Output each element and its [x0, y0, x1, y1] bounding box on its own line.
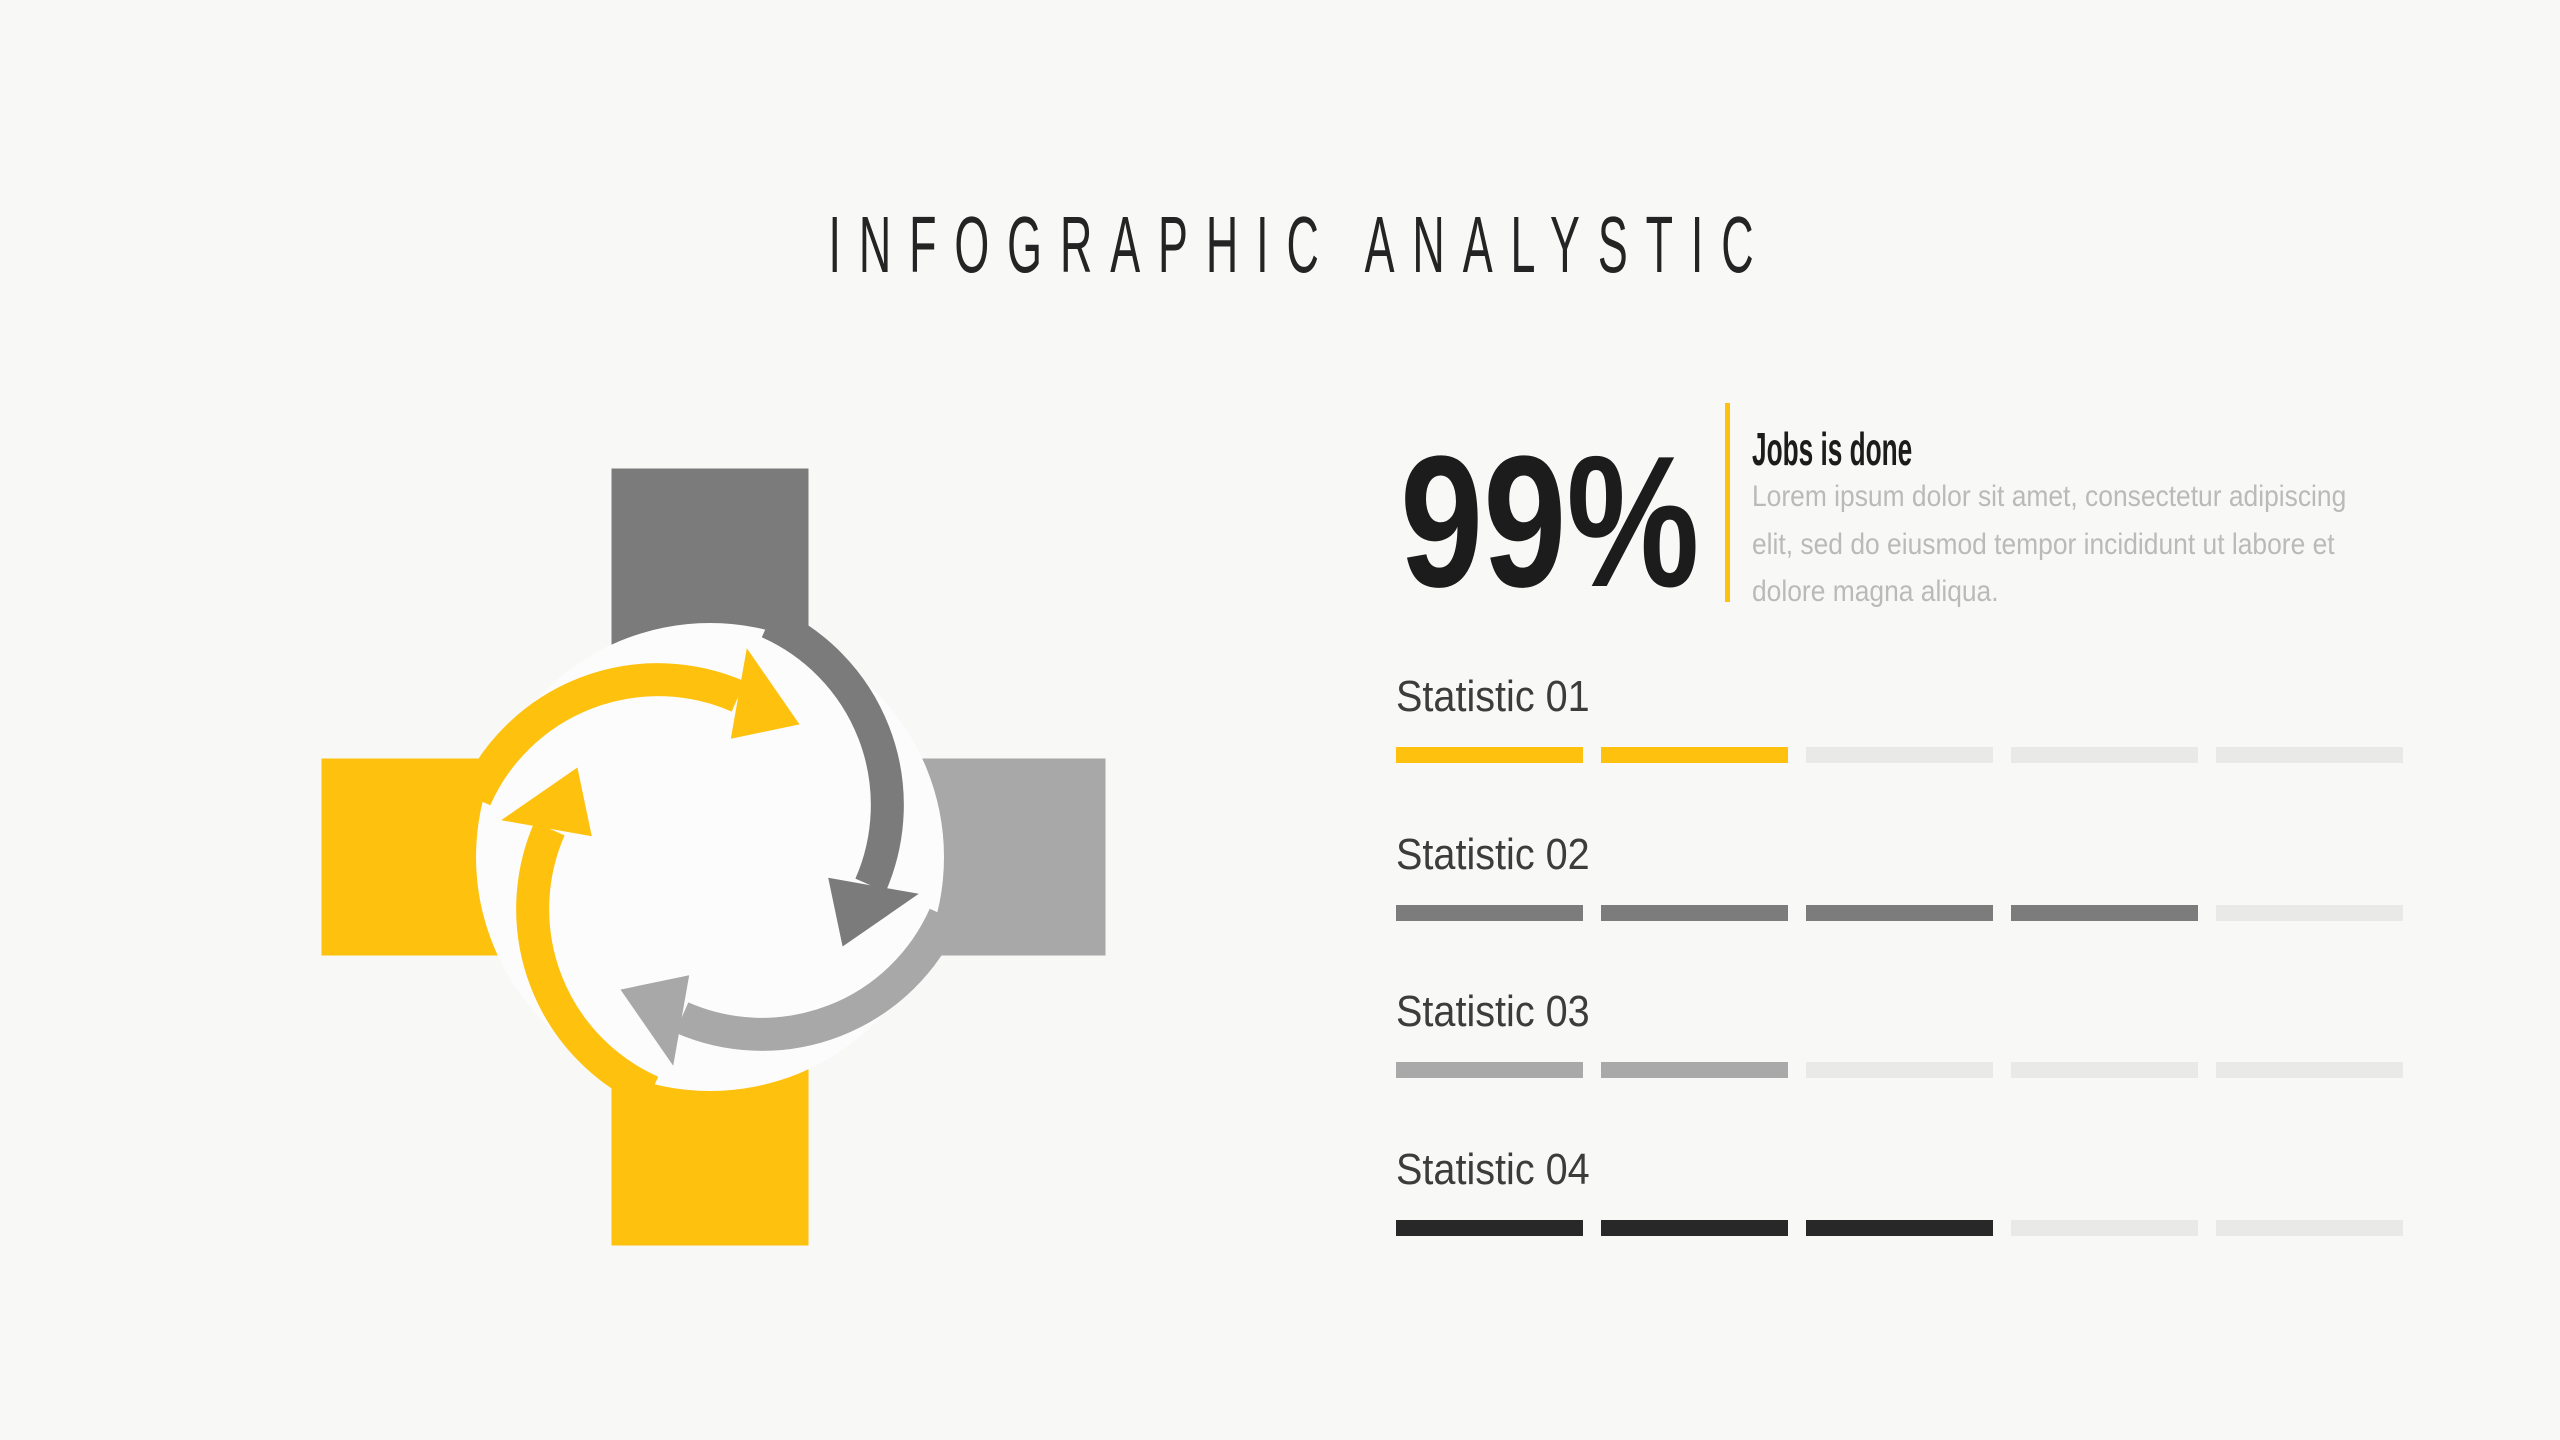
- stat-bar: [1396, 747, 2403, 763]
- stat-row: Statistic 01: [1396, 675, 2403, 805]
- stat-bar-segment: [2216, 1062, 2403, 1078]
- stat-bar-segment: [2011, 1220, 2198, 1236]
- highlight-description: Lorem ipsum dolor sit amet, consectetur …: [1752, 473, 2346, 616]
- description-line: elit, sed do eiusmod tempor incididunt u…: [1752, 527, 2335, 561]
- page-title: INFOGRAPHIC ANALYSTIC: [828, 200, 1772, 289]
- cycle-diagram: [321, 468, 1106, 1246]
- stat-bar-segment: [2216, 905, 2403, 921]
- stat-bar: [1396, 1220, 2403, 1236]
- stat-bar-segment: [2011, 905, 2198, 921]
- stat-bar-segment: [1601, 1062, 1788, 1078]
- description-line: Lorem ipsum dolor sit amet, consectetur …: [1752, 480, 2347, 513]
- stat-label: Statistic 02: [1396, 830, 1590, 879]
- stat-bar-segment: [1396, 1220, 1583, 1236]
- stat-label: Statistic 03: [1396, 987, 1590, 1036]
- stat-bar: [1396, 1062, 2403, 1078]
- stat-bar-segment: [1806, 905, 1993, 921]
- white-disc: [476, 623, 944, 1091]
- statistics-list: Statistic 01 Statistic 02 Statistic 03 Stat…: [1396, 0, 2403, 1440]
- stat-row: Statistic 02: [1396, 833, 2403, 963]
- stat-bar-segment: [2216, 1220, 2403, 1236]
- stat-bar: [1396, 905, 2403, 921]
- stat-bar-segment: [1396, 905, 1583, 921]
- stat-bar-segment: [2011, 747, 2198, 763]
- stat-row: Statistic 04: [1396, 1148, 2403, 1278]
- stat-row: Statistic 03: [1396, 990, 2403, 1120]
- highlight-heading: Jobs is done: [1752, 423, 1913, 475]
- description-line: dolore magna aliqua.: [1752, 575, 1999, 608]
- stat-bar-segment: [1601, 1220, 1788, 1236]
- stat-bar-segment: [1806, 747, 1993, 763]
- stat-bar-segment: [1806, 1220, 1993, 1236]
- stat-label: Statistic 04: [1396, 1145, 1590, 1194]
- percentage-value: 99%: [1400, 417, 1700, 626]
- stat-bar-segment: [1396, 747, 1583, 763]
- stat-bar-segment: [2216, 747, 2403, 763]
- stat-bar-segment: [1396, 1062, 1583, 1078]
- stat-bar-segment: [2011, 1062, 2198, 1078]
- accent-divider: [1725, 403, 1730, 602]
- stat-bar-segment: [1601, 747, 1788, 763]
- stat-bar-segment: [1806, 1062, 1993, 1078]
- stat-bar-segment: [1601, 905, 1788, 921]
- page-title-wrap: INFOGRAPHIC ANALYSTIC: [0, 205, 2560, 285]
- stat-label: Statistic 01: [1396, 672, 1590, 721]
